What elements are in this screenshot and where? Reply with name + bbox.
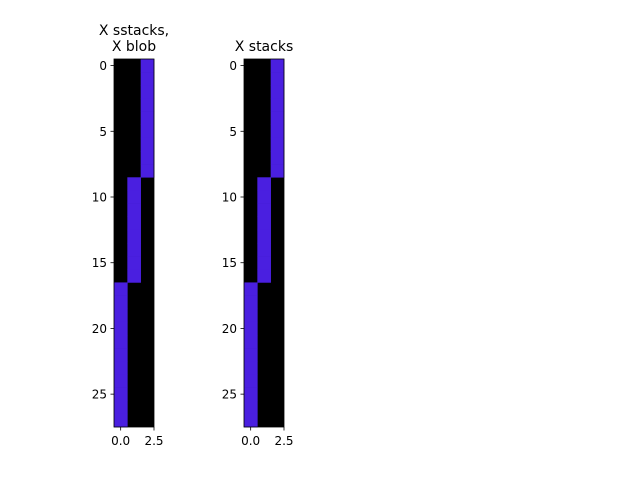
heatmap-cell [270, 164, 285, 178]
heatmap-cell [114, 361, 128, 375]
heatmap-cell [114, 308, 128, 323]
heatmap-cell [127, 190, 141, 204]
heatmap-cell [114, 321, 128, 336]
heatmap-cell [140, 85, 155, 99]
heatmap-cell [257, 177, 271, 191]
y-tick-label: 0 [229, 59, 237, 73]
y-tick-label: 15 [92, 256, 107, 270]
heatmap-cell [114, 413, 128, 428]
heatmap-cell [270, 85, 285, 99]
heatmap-cell [244, 413, 258, 428]
heatmap-cell [127, 243, 141, 257]
heatmap-cell [244, 348, 258, 362]
heatmap-cell [270, 124, 285, 139]
heatmap-cell [270, 59, 285, 73]
chart-title: X sstacks, [99, 23, 169, 39]
heatmap-cell [140, 59, 155, 73]
heatmap-cell [140, 72, 155, 86]
heatmap-cell [270, 151, 285, 165]
heatmap-cell [270, 98, 285, 112]
heatmap-cell [114, 374, 128, 388]
x-tick-label: 0.0 [111, 434, 130, 448]
y-tick-label: 0 [99, 59, 107, 73]
heatmap-cell [257, 216, 271, 231]
heatmap-cell [127, 216, 141, 231]
heatmap-cell [114, 387, 128, 402]
heatmap-cell [244, 400, 258, 415]
axes-frame [243, 58, 285, 428]
heatmap-cell [114, 295, 128, 310]
heatmap-cell [244, 295, 258, 310]
heatmap-cell [270, 137, 285, 152]
y-tick-label: 10 [222, 191, 237, 205]
axes-frame [113, 58, 155, 428]
heatmap-cell [114, 282, 128, 296]
heatmap-cell [270, 111, 285, 126]
heatmap-cell [257, 256, 271, 270]
heatmap-cell [140, 164, 155, 178]
heatmap-cell [257, 190, 271, 204]
heatmap-panel-x-stacks: 0 5 10 15 20 25 0.0 2.5 X stacks [222, 39, 294, 448]
heatmap-cell [244, 361, 258, 375]
y-tick-label: 25 [222, 388, 237, 402]
heatmap-cell [257, 269, 271, 283]
y-tick-label: 20 [222, 322, 237, 336]
heatmap-cell [114, 400, 128, 415]
x-tick-label: 2.5 [274, 434, 293, 448]
heatmap-cell [114, 348, 128, 362]
y-tick-label: 15 [222, 256, 237, 270]
heatmap-cell [140, 111, 155, 126]
heatmap-cell [140, 151, 155, 165]
heatmap-cell [114, 335, 128, 349]
x-tick-label: 2.5 [144, 434, 163, 448]
chart-title: X blob [112, 39, 156, 55]
chart-title: X stacks [235, 39, 294, 55]
heatmap-cell [244, 282, 258, 296]
heatmap-cell [244, 387, 258, 402]
x-tick-label: 0.0 [241, 434, 260, 448]
heatmap-cell [140, 137, 155, 152]
heatmap-cell [127, 229, 141, 244]
heatmap-cell [244, 374, 258, 388]
heatmap-cell [257, 229, 271, 244]
heatmap-cell [244, 335, 258, 349]
heatmap-cell [127, 177, 141, 191]
heatmap-cell [270, 72, 285, 86]
heatmap-cell [127, 269, 141, 283]
y-tick-label: 5 [229, 125, 237, 139]
heatmap-cell [244, 308, 258, 323]
heatmap-panel-x-sstacks-x-blob: 0 5 10 15 20 25 0.0 2.5 X sstacks,X blob [92, 23, 169, 448]
y-tick-label: 25 [92, 388, 107, 402]
heatmap-cell [257, 203, 271, 218]
y-tick-label: 10 [92, 191, 107, 205]
heatmap-cell [244, 321, 258, 336]
heatmap-cell [127, 256, 141, 270]
y-tick-label: 5 [99, 125, 107, 139]
heatmap-cell [140, 124, 155, 139]
heatmap-cell [127, 203, 141, 218]
heatmap-cell [140, 98, 155, 112]
y-tick-label: 20 [92, 322, 107, 336]
heatmap-cell [257, 243, 271, 257]
